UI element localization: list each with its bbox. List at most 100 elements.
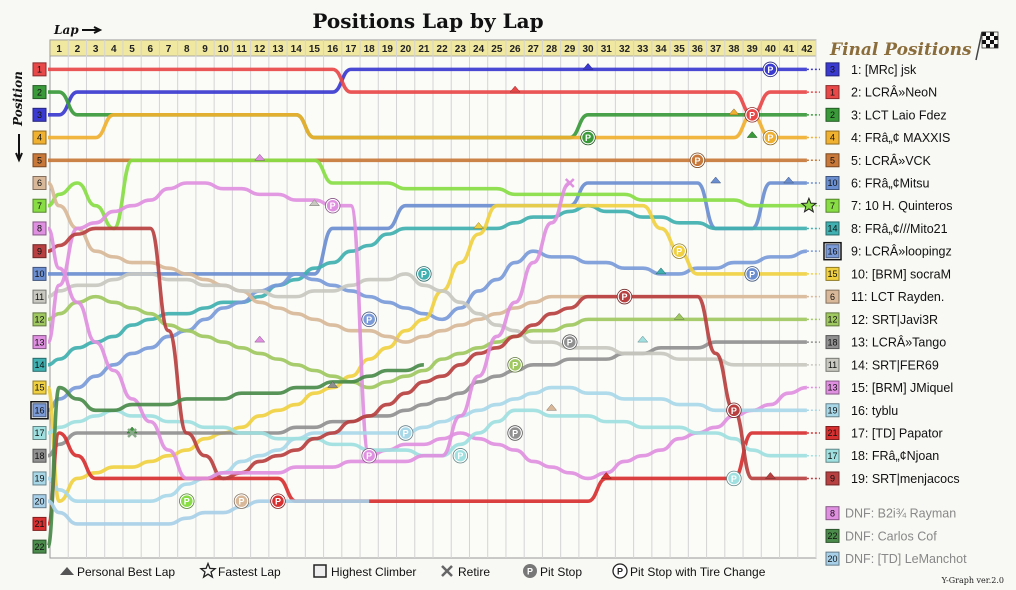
final-grid-number: 6: [830, 292, 835, 302]
final-color-box: [825, 221, 840, 236]
grid-position-number: 7: [37, 201, 42, 211]
lap-tick-label: 12: [254, 44, 266, 55]
final-color-box: [825, 448, 840, 463]
dnf-color-box: [825, 528, 840, 543]
legend-item: Personal Best Lap: [60, 565, 175, 579]
pit-stop-letter: P: [731, 474, 737, 484]
lap-tick-label: 42: [801, 44, 813, 55]
series-line: [48, 67, 807, 117]
grid-position-number: 2: [37, 87, 42, 97]
grid-position-number: 22: [34, 542, 44, 552]
grid-color-box: [32, 312, 47, 327]
pit-stop-letter: P: [275, 497, 281, 507]
dnf-entry: DNF: Carlos Cof: [845, 529, 937, 543]
personal-best-lap-marker: [254, 335, 266, 343]
series-line: [47, 158, 807, 231]
pit-stop-letter: P: [421, 269, 427, 279]
lap-tick-label: 10: [218, 44, 230, 55]
lap-tick-label: 31: [601, 44, 613, 55]
pit-stop-letter: P: [676, 247, 682, 257]
final-position-entry: 7: 10 H. Quinteros: [851, 199, 952, 213]
pit-stop-marker: P: [233, 493, 250, 509]
pit-stop-letter: P: [366, 315, 372, 325]
grid-position-number: 8: [37, 224, 42, 234]
pit-stop-marker: P: [361, 311, 377, 328]
grid-color-box: [32, 403, 47, 418]
series-line: [47, 226, 807, 481]
dnf-grid-number: 8: [830, 508, 835, 518]
series-line: [47, 340, 807, 458]
legend-pit-tire-letter: P: [617, 567, 623, 577]
pit-stop-marker: P: [726, 402, 742, 418]
pit-stop-marker: P: [580, 129, 596, 146]
grid-position-number: 14: [34, 360, 44, 370]
legend-label: Highest Climber: [331, 565, 416, 579]
version-label: Y-Graph ver.2.0: [941, 576, 1004, 585]
pit-stop-letter: P: [767, 133, 773, 143]
personal-best-lap-marker: [764, 472, 776, 479]
lap-tick-label: 17: [345, 44, 357, 55]
grid-position-number: 13: [34, 337, 44, 347]
lap-tick-label: 28: [546, 44, 558, 55]
lap-tick-label: 19: [382, 44, 394, 55]
grid-position-number: 5: [37, 155, 42, 165]
final-color-box: [825, 471, 840, 486]
pit-stop-letter: P: [238, 497, 244, 507]
grid-position-number: 21: [34, 519, 44, 529]
series-line: [46, 181, 807, 481]
fastest-lap-marker: [800, 196, 818, 213]
final-position-entry: 8: FRâ„¢///Mito21: [851, 222, 948, 236]
legend-pit-icon: [523, 564, 537, 578]
grid-color-box: [32, 380, 47, 395]
grid-color-box: [32, 448, 47, 463]
pit-stop-marker: P: [507, 357, 523, 373]
series-line: [46, 363, 424, 549]
final-position-entry: 17: [TD] Papator: [851, 427, 943, 441]
lap-tick-label: 1: [56, 44, 62, 55]
personal-best-lap-marker: [673, 312, 685, 320]
pit-stop-marker: P: [762, 129, 779, 146]
final-position-entry: 6: FRâ„¢Mitsu: [851, 177, 930, 191]
final-positions-title: Final Positions: [829, 40, 972, 60]
grid-position-number: 10: [34, 269, 44, 279]
pit-stop-marker: P: [452, 448, 469, 464]
lap-tick-label: 4: [111, 44, 117, 55]
personal-best-lap-marker: [582, 62, 594, 70]
pit-stop-letter: P: [621, 292, 627, 302]
grid-position-number: 20: [34, 496, 44, 506]
chart-title: Positions Lap by Lap: [312, 9, 543, 33]
pit-stop-marker: P: [689, 152, 706, 168]
pit-stop-marker: P: [324, 198, 341, 214]
grid-position-number: 3: [37, 110, 42, 120]
legend: Personal Best Lap Fastest Lap Highest Clim…: [60, 561, 766, 579]
lap-tick-label: 5: [129, 44, 135, 55]
grid-position-number: 15: [34, 383, 44, 393]
final-color-box: [825, 266, 840, 281]
legend-item: P Pit Stop: [523, 564, 582, 579]
series-line: [47, 203, 807, 367]
personal-best-lap-marker: [655, 267, 667, 275]
lap-tick-label: 32: [619, 44, 631, 55]
pit-stop-marker: P: [744, 266, 760, 282]
legend-item: Fastest Lap: [199, 561, 281, 579]
event-markers: P P P P P P P P P P P P P P P P P P P P P P: [126, 61, 818, 509]
pit-stop-marker: P: [507, 425, 523, 441]
personal-best-lap-marker: [308, 199, 320, 206]
final-grid-number: 10: [827, 178, 837, 188]
final-color-box: [825, 380, 840, 395]
grid-color-box: [32, 289, 47, 304]
grid-color-box: [32, 244, 47, 259]
lap-tick-label: 8: [184, 44, 190, 55]
legend-label: Retire: [458, 565, 490, 579]
pit-stop-marker: P: [179, 493, 195, 509]
lap-tick-label: 18: [364, 44, 376, 55]
grid-position-number: 9: [37, 246, 42, 256]
final-color-box: [825, 176, 840, 190]
final-grid-number: 17: [827, 451, 837, 461]
position-axis-text: Position: [11, 71, 25, 127]
lap-tick-label: 2: [75, 44, 81, 55]
pit-stop-marker: P: [361, 448, 377, 464]
grid-color-box: [32, 335, 47, 350]
lap-tick-label: 26: [510, 44, 522, 55]
